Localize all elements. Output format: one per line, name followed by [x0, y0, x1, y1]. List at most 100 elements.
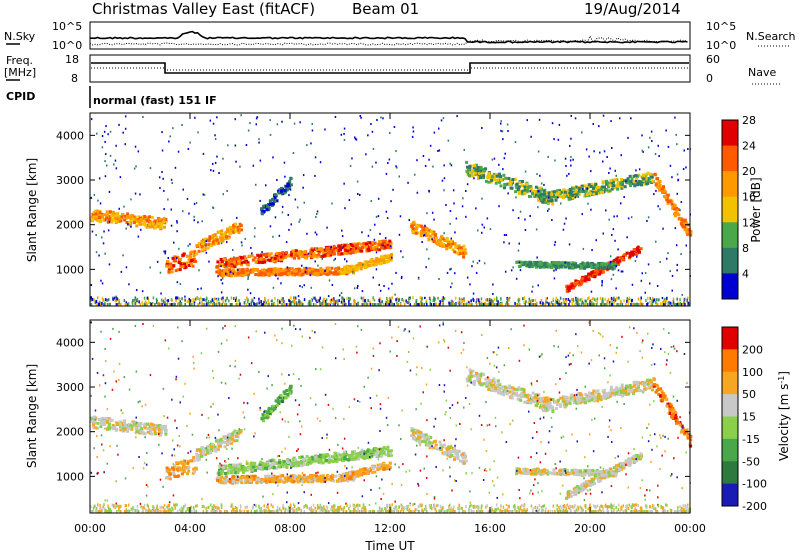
echo-cell [460, 297, 463, 301]
echo-cell [361, 246, 364, 250]
echo-cell [570, 137, 572, 140]
colorbar-tick-label: 12 [742, 216, 756, 229]
echo-cell [260, 268, 264, 272]
echo-cell [601, 270, 605, 274]
echo-cell [134, 296, 137, 300]
echo-cell [176, 302, 179, 306]
echo-cell [687, 228, 691, 232]
echo-cell [319, 461, 323, 465]
echo-cell [90, 303, 93, 306]
echo-cell [558, 189, 562, 193]
echo-cell [387, 254, 391, 258]
echo-cell [657, 205, 659, 208]
echo-cell [517, 298, 519, 302]
echo-cell [134, 145, 137, 148]
echo-cell [340, 133, 343, 136]
echo-cell [108, 210, 112, 214]
echo-cell [117, 217, 121, 221]
echo-cell [107, 298, 110, 302]
echo-cell [207, 301, 210, 305]
echo-cell [292, 300, 294, 304]
echo-cell [388, 239, 392, 243]
echo-cell [334, 257, 336, 260]
echo-cell [571, 189, 573, 192]
echo-cell [287, 185, 291, 189]
echo-cell [551, 219, 553, 221]
echo-cell [415, 300, 417, 304]
echo-cell [623, 185, 627, 189]
echo-cell [673, 204, 677, 208]
echo-cell [165, 264, 169, 268]
echo-cell [415, 224, 419, 228]
echo-cell [642, 180, 646, 184]
echo-cell [514, 141, 517, 144]
echo-cell [106, 427, 110, 431]
echo-cell [326, 266, 330, 270]
echo-cell [221, 239, 225, 243]
echo-cell [212, 122, 215, 125]
echo-cell [179, 283, 182, 285]
echo-cell [279, 463, 283, 466]
echo-cell [302, 463, 306, 466]
echo-cell [480, 167, 484, 171]
echo-cell [229, 270, 232, 273]
echo-cell [134, 192, 137, 195]
echo-cell [632, 180, 636, 183]
echo-cell [353, 248, 357, 252]
echo-cell [552, 297, 555, 301]
echo-cell [235, 435, 239, 439]
echo-cell [565, 217, 567, 220]
echo-cell [568, 188, 572, 191]
echo-cell [342, 452, 346, 456]
echo-cell [114, 298, 116, 302]
echo-cell [237, 270, 241, 274]
echo-cell [373, 241, 377, 245]
echo-cell [346, 244, 350, 248]
echo-cell [450, 299, 453, 303]
echo-cell [329, 459, 332, 463]
echo-cell [632, 248, 636, 251]
echo-cell [386, 254, 389, 258]
echo-cell [683, 297, 686, 301]
echo-cell [197, 457, 201, 461]
echo-cell [228, 464, 232, 468]
echo-cell [254, 273, 258, 276]
echo-cell [134, 422, 138, 426]
echo-cell [195, 448, 199, 452]
echo-cell [312, 303, 315, 306]
echo-cell [387, 454, 391, 457]
echo-cell [233, 260, 237, 264]
echo-cell [331, 202, 333, 205]
echo-cell [201, 301, 203, 304]
echo-cell [259, 254, 263, 258]
echo-cell [636, 250, 640, 254]
echo-cell [610, 262, 614, 266]
echo-cell [570, 164, 572, 167]
echo-cell [302, 174, 305, 177]
echo-cell [625, 251, 629, 255]
echo-cell [311, 255, 315, 259]
echo-cell [482, 174, 486, 178]
echo-cell [549, 303, 552, 306]
echo-cell [278, 234, 281, 237]
echo-cell [382, 446, 386, 449]
echo-cell [500, 303, 502, 306]
echo-cell [605, 303, 607, 306]
echo-cell [620, 178, 624, 181]
echo-cell [348, 453, 351, 457]
echo-cell [515, 260, 519, 264]
echo-cell [539, 260, 543, 264]
echo-cell [588, 192, 592, 196]
echo-cell [149, 302, 152, 305]
echo-cell [526, 119, 528, 122]
echo-cell [150, 303, 153, 306]
echo-cell [223, 269, 226, 272]
echo-cell [98, 216, 102, 219]
echo-cell [353, 287, 356, 290]
nsky-tick-high: 10^5 [52, 20, 82, 33]
echo-cell [680, 223, 684, 227]
echo-cell [391, 302, 394, 306]
echo-cell [601, 298, 604, 302]
echo-cell [117, 220, 121, 223]
echo-cell [389, 242, 393, 246]
